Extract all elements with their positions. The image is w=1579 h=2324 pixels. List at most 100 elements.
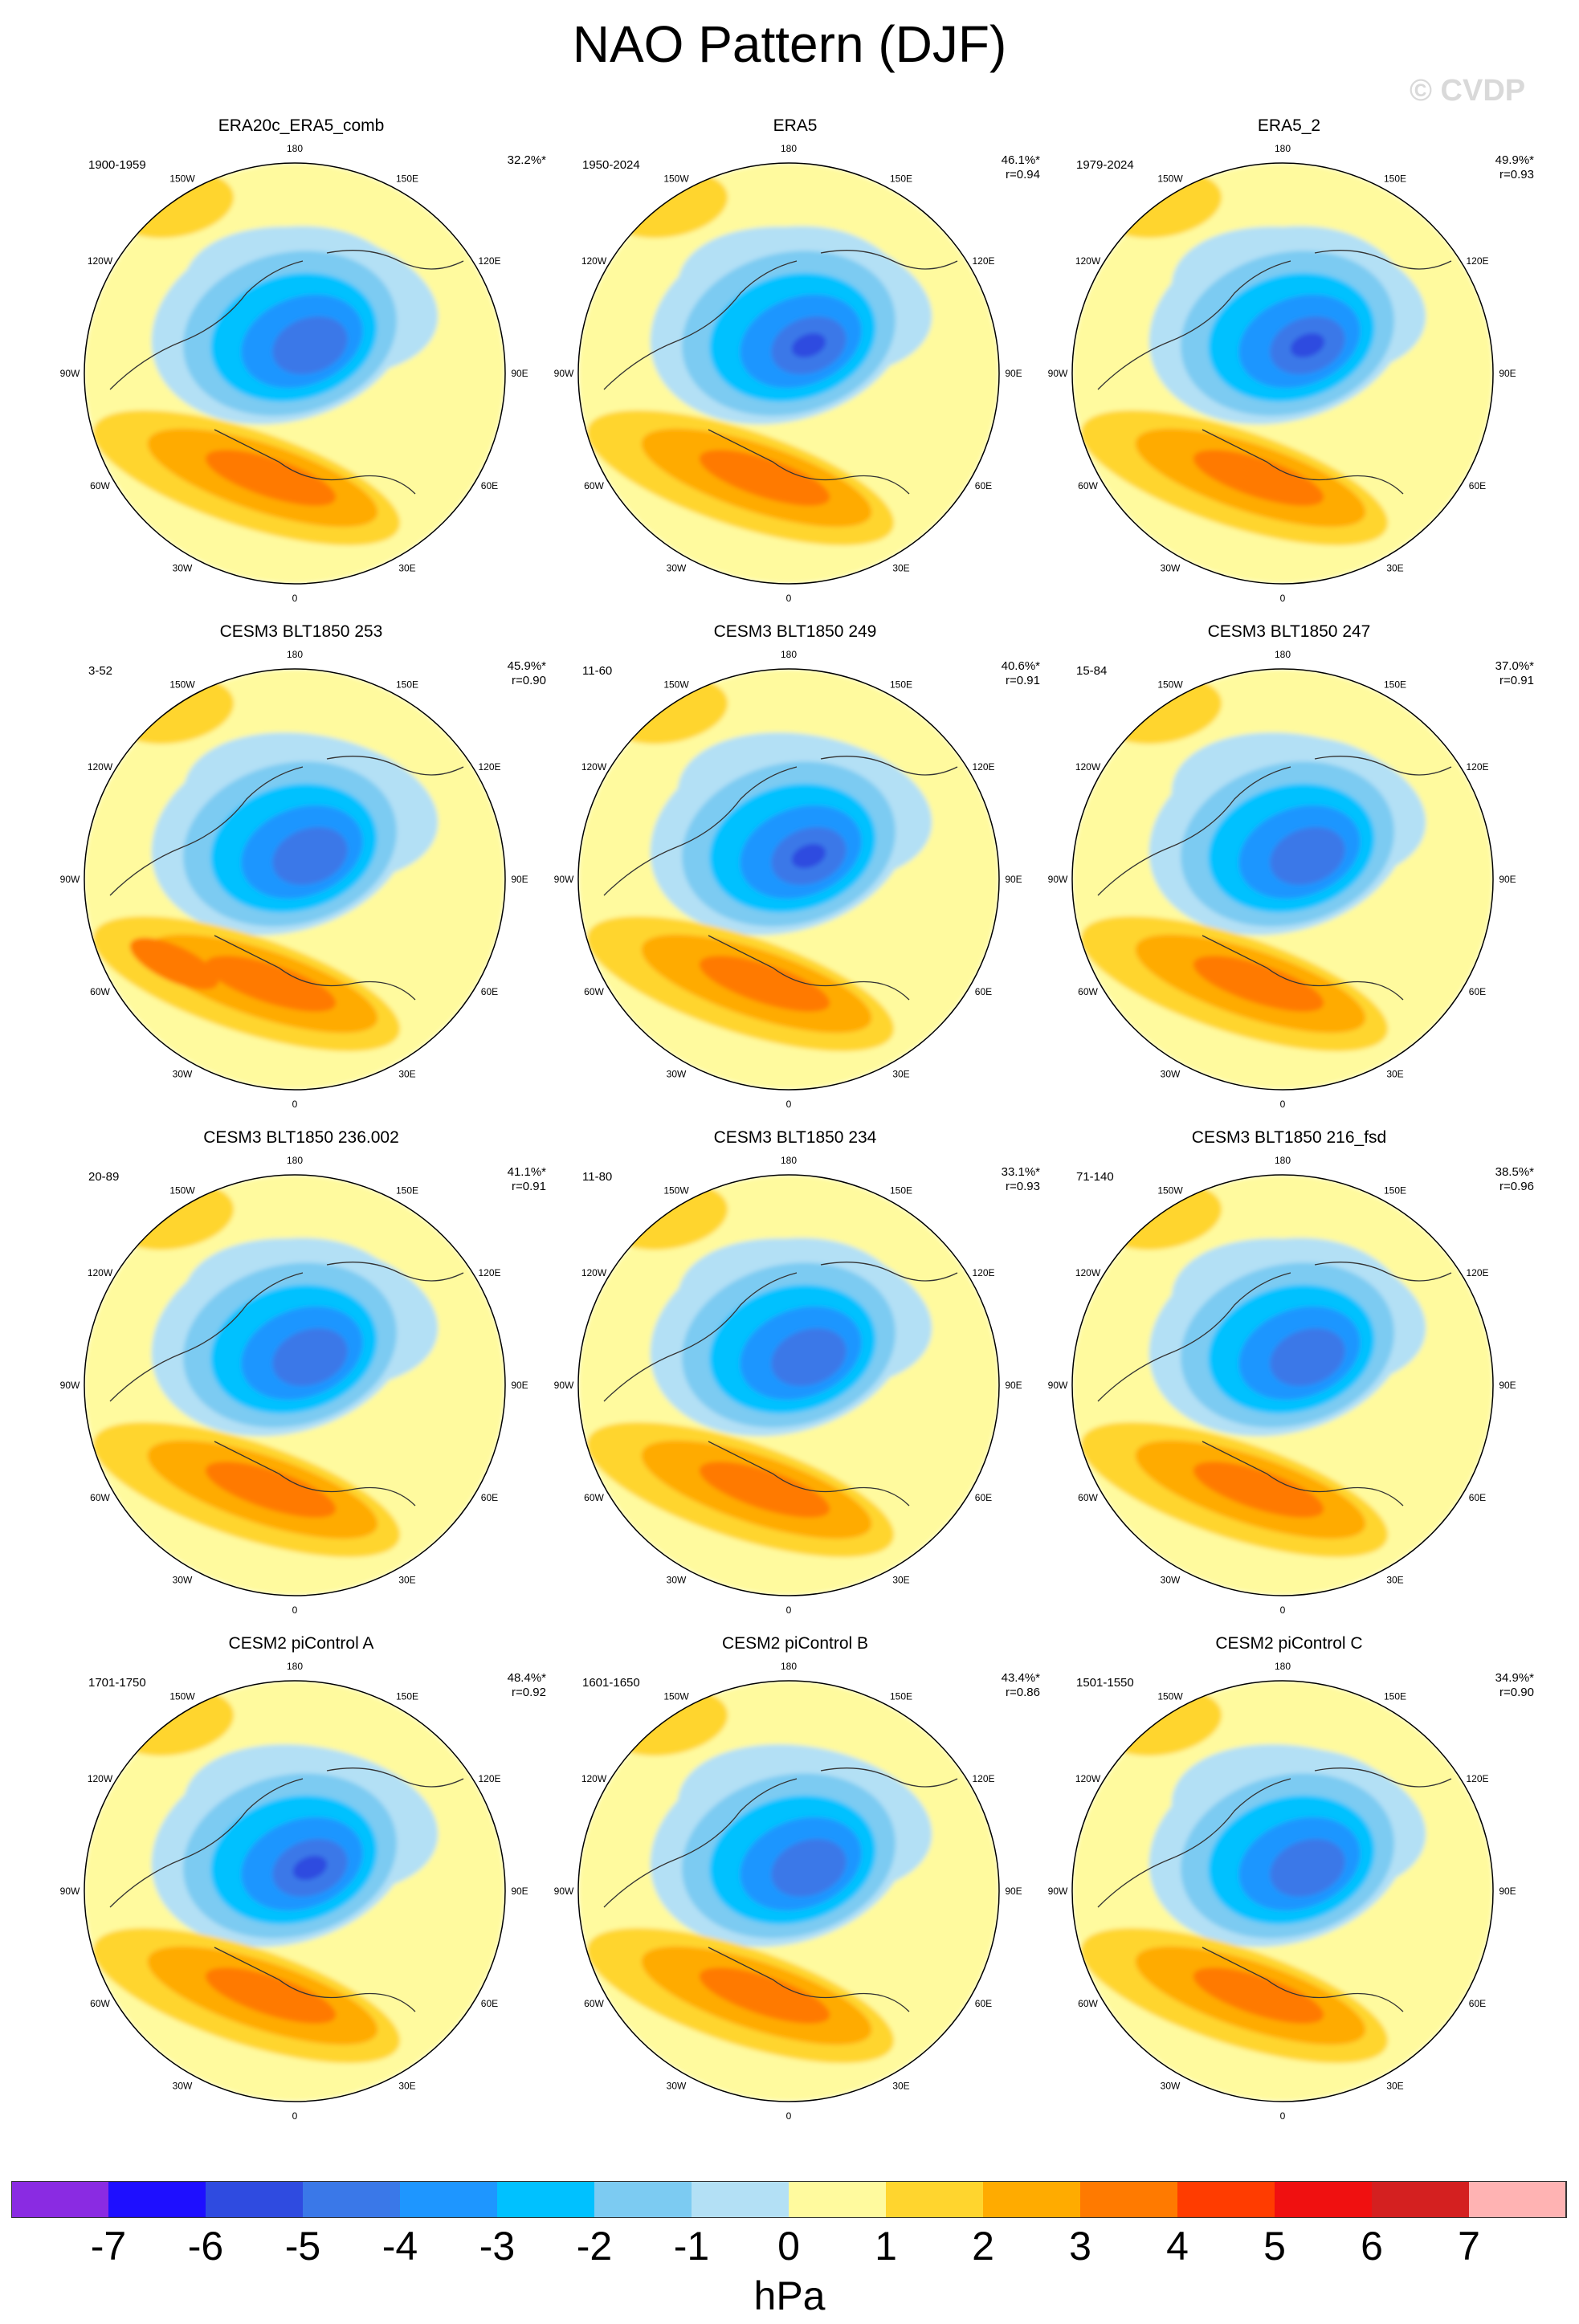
longitude-label: 60E	[1469, 1998, 1486, 2009]
pct-value: 41.1%*	[507, 1165, 546, 1179]
longitude-label: 90E	[1499, 874, 1516, 885]
contour-pos-3	[699, 450, 830, 506]
longitude-label: 150W	[1157, 1691, 1183, 1702]
pct-value: 43.4%*	[1001, 1671, 1040, 1685]
colorbar-swatch	[400, 2181, 498, 2218]
longitude-label: 30W	[667, 562, 687, 573]
contour-pos-4	[129, 937, 219, 990]
pct-value: 46.1%*	[1001, 153, 1040, 167]
longitude-label: 90W	[1048, 368, 1068, 379]
map-panel: ERA5_2 1979-2024 49.9%* r=0.93 180 150E 120E 90…	[1036, 116, 1542, 622]
longitude-label: 60E	[975, 986, 992, 997]
polar-map: 180 150E 120E 90E 60E 30E 0 30W 60W 90W 120W 150W	[554, 649, 1022, 1110]
colorbar-tick-label: 6	[1361, 2224, 1383, 2269]
map-border	[577, 1174, 1000, 1596]
map-border	[84, 162, 506, 585]
colorbar-tick-label: -5	[284, 2224, 321, 2269]
polar-map: 180 150E 120E 90E 60E 30E 0 30W 60W 90W 120W 150W	[1048, 143, 1516, 604]
colorbar-tick-label: -3	[479, 2224, 516, 2269]
longitude-label: 90W	[554, 1886, 574, 1897]
longitude-label: 30E	[1386, 2080, 1403, 2091]
longitude-label: 60E	[1469, 1492, 1486, 1503]
colorbar-swatch	[1177, 2181, 1275, 2218]
longitude-label: 30E	[892, 1574, 909, 1585]
longitude-label: 120W	[1075, 761, 1101, 773]
coastline	[1097, 756, 1452, 1001]
panel-years: 11-60	[582, 664, 613, 678]
longitude-label: 60W	[90, 986, 110, 997]
pct-value: 49.9%*	[1495, 153, 1534, 167]
map-panel: CESM2 piControl A 1701-1750 48.4%* r=0.92 18…	[48, 1634, 554, 2140]
contour-pos-3	[205, 1967, 337, 2024]
longitude-label: 0	[292, 1099, 298, 1110]
longitude-label: 120W	[581, 255, 607, 267]
longitude-label: 90W	[60, 1886, 80, 1897]
colorbar	[11, 2181, 1567, 2218]
longitude-label: 120W	[1075, 255, 1101, 267]
longitude-label: 90E	[1005, 1886, 1022, 1897]
polar-map: 180 150E 120E 90E 60E 30E 0 30W 60W 90W 120W 150W	[1048, 1661, 1516, 2122]
longitude-label: 180	[1275, 649, 1291, 660]
longitude-label: 60E	[481, 480, 498, 491]
contour-neg-6	[1290, 332, 1325, 358]
longitude-label: 0	[786, 1099, 792, 1110]
contour-neg-6	[791, 843, 826, 869]
pattern-correlation: r=0.86	[1006, 1686, 1040, 1699]
longitude-label: 150E	[396, 1691, 418, 1702]
longitude-label: 90W	[1048, 874, 1068, 885]
longitude-label: 60W	[584, 986, 604, 997]
panel-title: CESM3 BLT1850 236.002	[203, 1128, 399, 1147]
longitude-label: 60E	[481, 986, 498, 997]
longitude-label: 120E	[972, 255, 994, 267]
panel-years: 1950-2024	[582, 158, 640, 172]
colorbar-tick-label: 7	[1458, 2224, 1480, 2269]
colorbar-swatch	[594, 2181, 692, 2218]
polar-map: 180 150E 120E 90E 60E 30E 0 30W 60W 90W 120W 150W	[60, 649, 528, 1110]
pct-value: 38.5%*	[1495, 1165, 1534, 1179]
longitude-label: 150E	[396, 1185, 418, 1197]
colorbar-swatch	[1469, 2181, 1567, 2218]
longitude-label: 120W	[88, 255, 113, 267]
longitude-label: 30E	[398, 2080, 415, 2091]
longitude-label: 120E	[972, 1773, 994, 1784]
panel-title: ERA5_2	[1257, 116, 1321, 135]
contour-pos-3	[1193, 450, 1324, 506]
longitude-label: 0	[786, 2110, 792, 2122]
longitude-label: 90E	[511, 368, 528, 379]
longitude-label: 60W	[1078, 480, 1098, 491]
longitude-label: 180	[781, 649, 797, 660]
longitude-label: 150W	[1157, 173, 1183, 185]
longitude-label: 30W	[173, 1574, 193, 1585]
coastline	[603, 1262, 958, 1507]
page-title: NAO Pattern (DJF)	[572, 15, 1007, 73]
longitude-label: 120E	[1466, 255, 1488, 267]
panel-variance-explained: 38.5%* r=0.96	[1495, 1165, 1534, 1194]
longitude-label: 90E	[1005, 368, 1022, 379]
panel-title: ERA20c_ERA5_comb	[218, 116, 385, 135]
longitude-label: 120E	[972, 1267, 994, 1278]
colorbar-swatch	[1372, 2181, 1470, 2218]
longitude-label: 90W	[1048, 1886, 1068, 1897]
pct-value: 45.9%*	[507, 659, 546, 673]
longitude-label: 30E	[892, 1068, 909, 1079]
panel-variance-explained: 33.1%* r=0.93	[1002, 1165, 1040, 1194]
panel-years: 1979-2024	[1076, 158, 1134, 172]
colorbar-tick-label: -2	[576, 2224, 613, 2269]
longitude-label: 120E	[478, 761, 500, 773]
longitude-label: 150W	[169, 173, 195, 185]
colorbar-units: hPa	[753, 2273, 826, 2318]
coastline	[1097, 1767, 1452, 2012]
longitude-label: 150E	[396, 679, 418, 691]
longitude-label: 150W	[1157, 679, 1183, 691]
longitude-label: 120E	[1466, 1267, 1488, 1278]
longitude-label: 90E	[1499, 368, 1516, 379]
longitude-label: 120E	[478, 1773, 500, 1784]
longitude-label: 90W	[60, 368, 80, 379]
longitude-label: 30W	[1161, 562, 1181, 573]
longitude-label: 0	[1280, 1099, 1286, 1110]
pct-value: 37.0%*	[1495, 659, 1534, 673]
longitude-label: 30E	[1386, 562, 1403, 573]
longitude-label: 60E	[975, 1492, 992, 1503]
longitude-label: 0	[786, 593, 792, 604]
longitude-label: 0	[1280, 1604, 1286, 1616]
